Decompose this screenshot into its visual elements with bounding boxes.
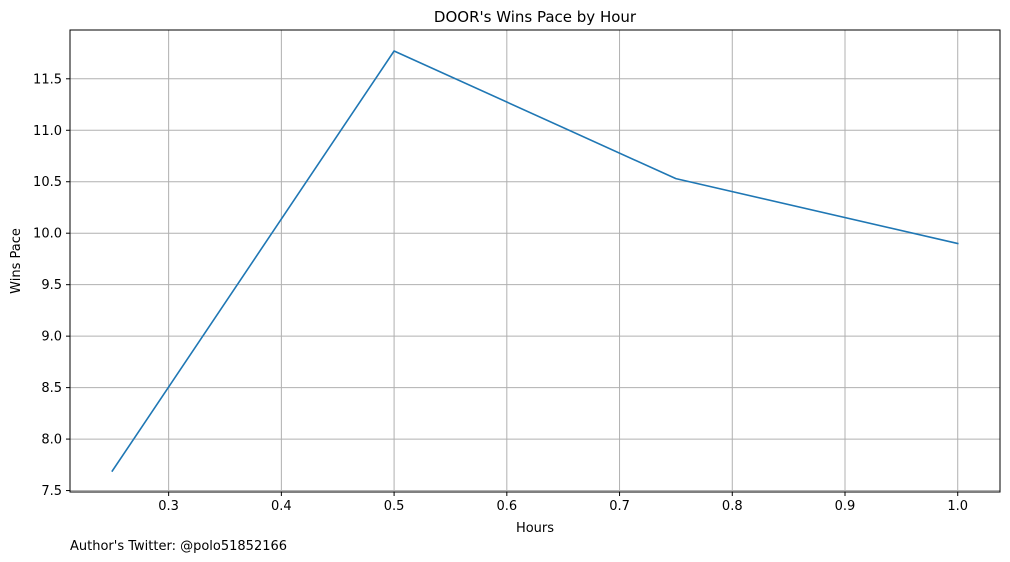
x-axis-label: Hours [516, 521, 554, 536]
x-tick-label: 0.6 [496, 499, 517, 514]
y-tick-label: 11.0 [33, 124, 62, 139]
x-tick-label: 0.4 [271, 499, 292, 514]
author-credit: Author's Twitter: @polo51852166 [70, 539, 287, 554]
y-tick-label: 11.5 [33, 72, 62, 87]
x-tick-label: 1.0 [947, 499, 968, 514]
y-tick-label: 8.0 [41, 433, 62, 448]
x-tick-label: 0.7 [609, 499, 630, 514]
y-tick-label: 10.5 [33, 175, 62, 190]
y-tick-label: 8.5 [41, 381, 62, 396]
y-tick-label: 9.0 [41, 330, 62, 345]
x-tick-label: 0.3 [158, 499, 179, 514]
y-tick-label: 10.0 [33, 227, 62, 242]
y-axis-label: Wins Pace [9, 228, 24, 294]
x-tick-label: 0.9 [835, 499, 856, 514]
y-tick-label: 7.5 [41, 484, 62, 499]
x-tick-label: 0.8 [722, 499, 743, 514]
chart-title: DOOR's Wins Pace by Hour [434, 8, 637, 26]
x-tick-label: 0.5 [384, 499, 405, 514]
y-tick-label: 9.5 [41, 278, 62, 293]
